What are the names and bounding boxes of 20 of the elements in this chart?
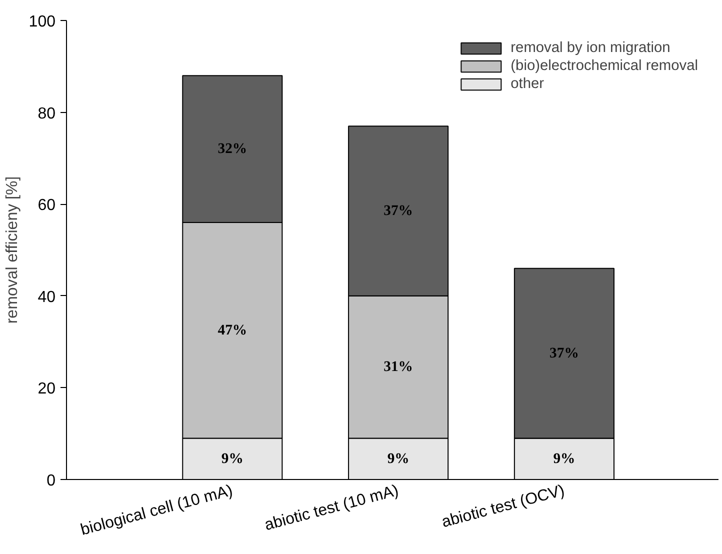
data-label: 37% <box>550 345 579 362</box>
y-tick-label: 0 <box>46 472 56 490</box>
legend-label: (bio)electrochemical removal <box>510 58 698 74</box>
y-tick-label: 40 <box>38 288 56 306</box>
x-tick-label: abiotic test (10 mA) <box>262 482 400 534</box>
data-label: 9% <box>553 450 576 467</box>
x-tick-label: abiotic test (OCV) <box>440 482 566 532</box>
y-tick-label: 20 <box>38 380 56 398</box>
y-tick-label: 80 <box>38 105 56 122</box>
data-label: 32% <box>218 141 248 158</box>
data-label: 47% <box>218 322 248 338</box>
data-label: 37% <box>384 202 413 219</box>
legend-label: removal by ion migration <box>510 40 670 56</box>
data-label: 9% <box>387 450 410 467</box>
legend-label: other <box>510 76 544 92</box>
data-label: 31% <box>384 359 413 376</box>
data-label: 9% <box>221 450 244 467</box>
y-tick-label: 60 <box>38 197 56 214</box>
y-axis-title: removal efficieny [%] <box>4 176 21 324</box>
y-tick-label: 100 <box>28 14 56 30</box>
